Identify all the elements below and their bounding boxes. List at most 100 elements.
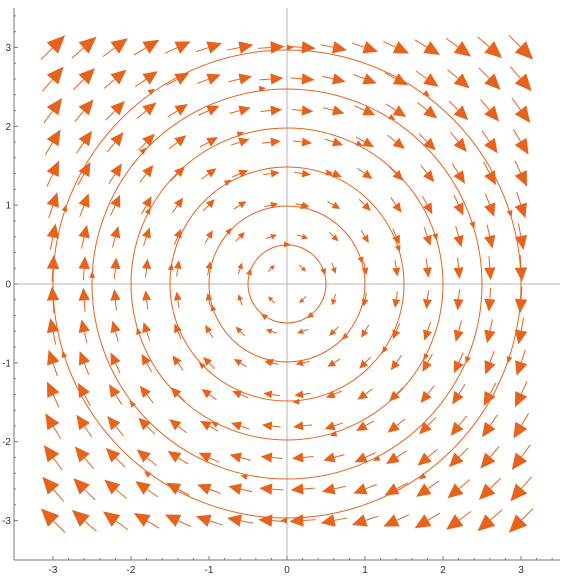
- vector-arrow: [230, 137, 250, 147]
- vector-arrow: [108, 384, 123, 405]
- vector-arrow: [514, 318, 528, 345]
- vector-arrow: [74, 99, 94, 122]
- streamline: [167, 166, 405, 405]
- vector-arrow: [265, 328, 278, 335]
- vector-arrow: [141, 196, 152, 215]
- y-tick-label: 0: [5, 280, 11, 291]
- streamline-direction-marker: [329, 430, 338, 437]
- x-tick-label: -2: [127, 565, 136, 576]
- vector-arrow: [299, 296, 307, 304]
- vector-arrow: [477, 36, 503, 59]
- vector-arrow: [323, 452, 345, 463]
- streamline-direction-marker: [320, 268, 327, 276]
- vector-arrow: [195, 41, 223, 54]
- vector-arrow: [172, 355, 184, 371]
- vector-arrow: [514, 191, 527, 219]
- vector-arrow: [483, 161, 497, 186]
- vector-arrow: [385, 103, 407, 117]
- vector-arrow: [512, 129, 529, 155]
- streamline-direction-marker: [225, 227, 233, 236]
- vector-arrow: [76, 414, 93, 438]
- streamline-direction-marker: [129, 400, 137, 408]
- vector-arrow: [358, 198, 371, 212]
- vector-arrow: [72, 68, 96, 91]
- vector-arrow: [104, 479, 127, 499]
- vector-arrow: [355, 420, 375, 431]
- vector-arrow: [450, 131, 467, 152]
- vector-arrow: [514, 223, 528, 250]
- vector-arrow: [141, 353, 153, 373]
- vector-arrow: [321, 73, 346, 85]
- vector-arrow: [259, 483, 284, 495]
- y-tick-label: -2: [2, 437, 11, 448]
- streamline-direction-marker: [147, 88, 156, 96]
- vector-arrow: [102, 38, 128, 58]
- streamline-direction-marker: [418, 472, 427, 480]
- streamline-direction-marker: [423, 353, 430, 361]
- vector-arrow: [233, 358, 247, 368]
- vector-arrow: [78, 224, 90, 249]
- vector-arrow: [321, 483, 346, 495]
- streamline-direction-marker: [260, 313, 269, 321]
- vector-arrow: [478, 477, 502, 500]
- vector-arrow: [416, 480, 440, 497]
- vector-arrow: [138, 417, 156, 435]
- streamline-direction-marker: [506, 209, 513, 218]
- vector-arrow: [447, 69, 470, 89]
- y-tick-label: 1: [5, 201, 11, 212]
- vector-arrow: [297, 328, 309, 334]
- vector-arrow: [75, 130, 93, 154]
- vector-arrow: [233, 201, 247, 210]
- vector-arrow: [260, 105, 283, 116]
- vector-arrow: [142, 258, 152, 278]
- streamline-direction-marker: [61, 350, 68, 359]
- vector-arrow: [199, 420, 219, 432]
- vector-arrow: [46, 318, 60, 345]
- vector-arrow: [110, 226, 121, 248]
- vector-arrow: [105, 447, 126, 468]
- vector-arrow: [418, 133, 436, 151]
- vector-arrow: [103, 69, 127, 89]
- vector-arrow: [265, 234, 277, 240]
- vector-arrow: [452, 383, 466, 405]
- axes: [13, 8, 560, 561]
- vector-arrow: [484, 287, 496, 312]
- vector-arrow: [327, 358, 341, 367]
- vector-arrow: [205, 324, 214, 339]
- vector-arrow: [480, 99, 500, 122]
- vector-arrow: [390, 355, 402, 371]
- vector-arrow: [267, 264, 275, 272]
- vector-arrow: [422, 227, 432, 247]
- vector-arrow: [509, 66, 532, 92]
- vector-arrow: [139, 385, 154, 404]
- vector-arrow: [480, 446, 500, 469]
- vector-arrow: [169, 419, 187, 434]
- vector-arrow: [415, 70, 439, 87]
- vector-arrow: [46, 286, 60, 314]
- vector-arrow: [142, 290, 152, 310]
- vector-arrow: [264, 201, 279, 209]
- x-axis-ticks: -3 -2 -1 0 1 2 3: [49, 556, 553, 576]
- vector-arrow: [290, 483, 315, 495]
- vector-arrow: [74, 446, 94, 469]
- vector-arrow: [289, 514, 316, 527]
- vector-arrow: [78, 351, 90, 375]
- streamline: [89, 85, 483, 480]
- vector-arrow: [172, 197, 184, 213]
- streamline-direction-marker: [240, 474, 248, 480]
- vector-arrow: [451, 163, 466, 184]
- streamline-direction-marker: [198, 361, 206, 370]
- vector-arrow: [354, 452, 376, 463]
- vector-arrow: [229, 105, 251, 116]
- vector-arrow: [420, 385, 435, 404]
- vector-arrow: [508, 34, 534, 60]
- vector-arrow: [261, 421, 281, 431]
- vector-arrow: [40, 35, 66, 60]
- streamline-direction-marker: [306, 311, 315, 319]
- streamline-direction-marker: [136, 327, 142, 335]
- streamline-direction-marker: [506, 356, 513, 364]
- vector-arrow: [263, 390, 280, 399]
- vector-arrow: [166, 72, 190, 86]
- streamline-direction-marker: [139, 147, 147, 155]
- vector-arrow: [330, 262, 337, 274]
